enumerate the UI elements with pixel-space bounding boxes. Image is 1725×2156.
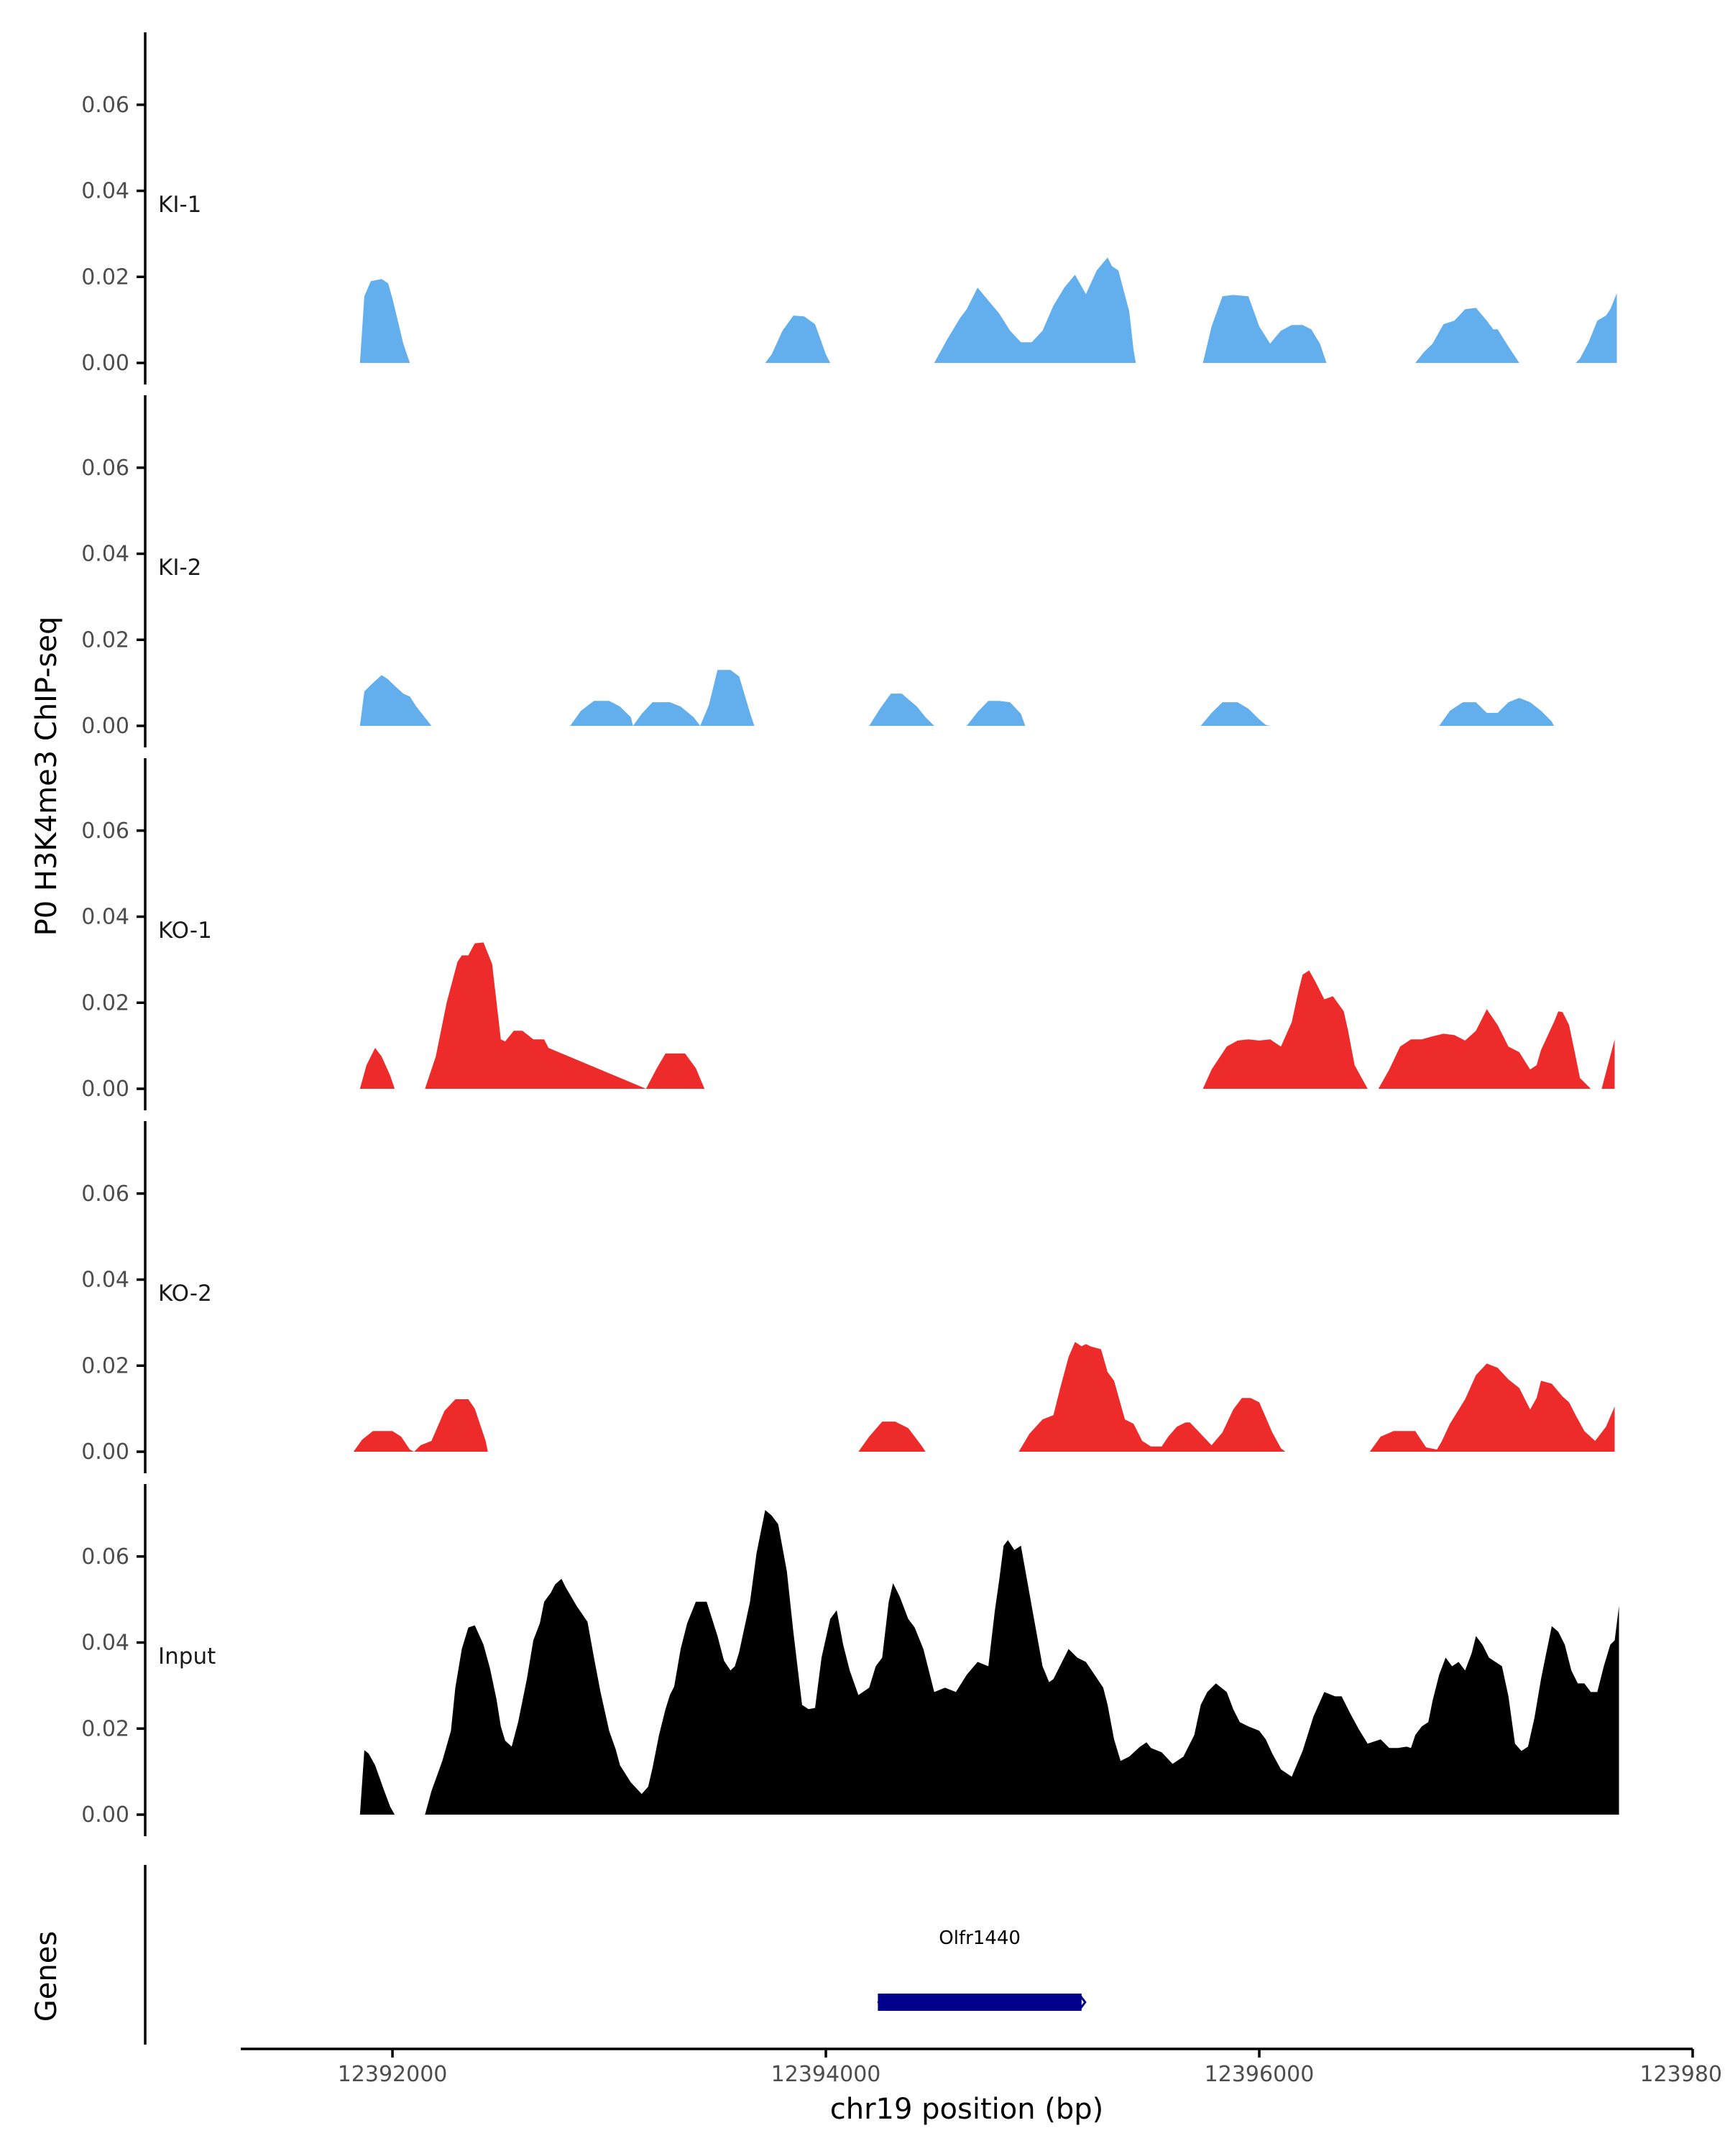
y-tick-label: 0.02 — [81, 264, 129, 290]
track-panel-input: 0.00 0.02 0.04 0.06 Input — [81, 1484, 1619, 1836]
track-panel-ko-2: 0.00 0.02 0.04 0.06 KO-2 — [81, 1121, 1615, 1473]
y-tick-label: 0.04 — [81, 179, 129, 204]
y-tick-label: 0.06 — [81, 93, 129, 118]
y-tick-label: 0.00 — [81, 1439, 129, 1465]
x-axis-title: chr19 position (bp) — [830, 2093, 1104, 2126]
track-label: KO-1 — [158, 918, 212, 944]
signal-area-ki-2 — [359, 670, 1554, 726]
y-tick-label: 0.04 — [81, 1268, 129, 1293]
genes-panel: Olfr1440 — [144, 1865, 1087, 2045]
gene-body — [878, 1994, 1082, 2011]
tracks-layer: 0.00 0.02 0.04 0.06 KI-1 0.00 0.02 0.04 0.06 KI-2… — [81, 32, 1619, 1836]
y-tick-label: 0.02 — [81, 990, 129, 1015]
genes-panel-title: Genes — [30, 1931, 63, 2022]
signal-area-ko-1 — [359, 942, 1615, 1089]
track-panel-ki-1: 0.00 0.02 0.04 0.06 KI-1 — [81, 32, 1617, 384]
y-tick-label: 0.06 — [81, 1544, 129, 1570]
y-tick-label: 0.06 — [81, 1181, 129, 1207]
x-tick-label: 123980 — [1639, 2062, 1722, 2087]
x-tick-label: 12394000 — [771, 2062, 881, 2087]
y-tick-label: 0.06 — [81, 819, 129, 844]
strand-arrow-icon — [1080, 1996, 1087, 2009]
y-tick-label: 0.06 — [81, 456, 129, 481]
y-tick-label: 0.02 — [81, 1353, 129, 1378]
track-panel-ki-2: 0.00 0.02 0.04 0.06 KI-2 — [81, 395, 1554, 747]
y-tick-label: 0.04 — [81, 1631, 129, 1656]
track-label: KO-2 — [158, 1281, 212, 1307]
x-axis: 12392000 12394000 12396000 123980 — [241, 2047, 1722, 2087]
strand-arrow-icon — [877, 1996, 885, 2009]
y-tick-label: 0.00 — [81, 714, 129, 739]
track-label: KI-2 — [158, 555, 201, 581]
signal-area-ko-2 — [353, 1342, 1615, 1452]
signal-area-ki-1 — [359, 257, 1617, 363]
signal-area-input — [359, 1510, 1619, 1815]
track-label: KI-1 — [158, 192, 201, 218]
y-tick-label: 0.02 — [81, 627, 129, 653]
y-tick-label: 0.00 — [81, 351, 129, 376]
y-tick-label: 0.04 — [81, 542, 129, 567]
track-label: Input — [158, 1644, 216, 1669]
y-tick-label: 0.02 — [81, 1716, 129, 1741]
y-axis-title: P0 H3K4me3 ChIP-seq — [30, 617, 63, 936]
y-tick-label: 0.04 — [81, 905, 129, 930]
track-panel-ko-1: 0.00 0.02 0.04 0.06 KO-1 — [81, 758, 1615, 1110]
x-tick-label: 12392000 — [338, 2062, 448, 2087]
gene-label: Olfr1440 — [939, 1927, 1021, 1949]
x-tick-label: 12396000 — [1205, 2062, 1315, 2087]
y-tick-label: 0.00 — [81, 1077, 129, 1102]
gene-olfr1440: Olfr1440 — [877, 1927, 1087, 2011]
y-tick-label: 0.00 — [81, 1802, 129, 1828]
